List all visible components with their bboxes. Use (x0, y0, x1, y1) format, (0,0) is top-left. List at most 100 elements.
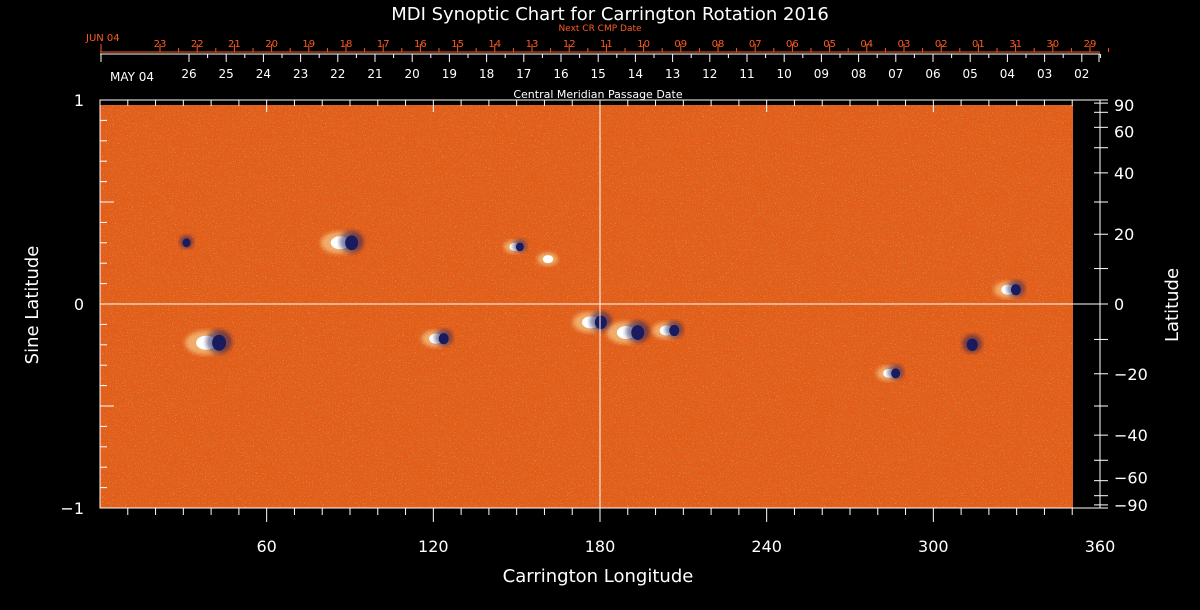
cmp-date-axis: 26 25 24 23 22 21 20 19 18 17 16 15 14 13 12 11 10 09 08 07… (100, 53, 1101, 81)
active-regions (179, 230, 1025, 381)
next-cr-date-label: 01 (972, 39, 985, 50)
y-axis-right-label: Latitude (1162, 268, 1183, 342)
next-cr-month-label: JUN 04 (85, 33, 120, 44)
cmp-date-label: 21 (367, 67, 382, 81)
cmp-date-label: 19 (442, 67, 457, 81)
next-cr-date-label: 10 (637, 39, 650, 50)
y-tick-left-label: −1 (60, 499, 84, 518)
chart-title: MDI Synoptic Chart for Carrington Rotati… (391, 4, 829, 25)
active-region (421, 329, 453, 348)
cmp-date-label: 09 (814, 67, 829, 81)
y-tick-right-label: 0 (1114, 295, 1124, 314)
y-tick-left-label: 0 (74, 295, 84, 314)
cmp-month-label: MAY 04 (110, 70, 154, 84)
next-cr-date-label: 17 (377, 39, 390, 50)
active-region (993, 280, 1025, 299)
active-region (962, 334, 983, 354)
cmp-date-label: 16 (553, 67, 568, 81)
x-tick-label: 120 (418, 537, 449, 556)
cmp-date-label: 18 (479, 67, 494, 81)
x-tick-label: 240 (751, 537, 782, 556)
y-axis-left-label: Sine Latitude (22, 246, 43, 365)
x-tick-label: 360 (1085, 537, 1116, 556)
map-texture-bright (100, 105, 1073, 508)
cmp-axis-label: Central Meridian Passage Date (513, 88, 682, 101)
next-cr-date-label: 03 (898, 39, 911, 50)
cmp-date-label: 04 (1000, 67, 1015, 81)
active-region (537, 252, 558, 266)
next-cr-axis-label: Next CR CMP Date (558, 24, 642, 34)
next-cr-axis: 23 22 21 20 19 18 17 16 15 14 13 12 11 10 09 08 07 06 05 04… (100, 39, 1110, 53)
y-tick-right-label: 20 (1114, 225, 1134, 244)
y-tick-left-label: 1 (74, 91, 84, 110)
y-tick-right-label: −20 (1114, 365, 1148, 384)
cmp-date-label: 08 (851, 67, 866, 81)
cmp-date-label: 25 (219, 67, 234, 81)
next-cr-date-label: 31 (1009, 39, 1022, 50)
cmp-date-label: 10 (777, 67, 792, 81)
cmp-date-label: 22 (330, 67, 345, 81)
cmp-date-label: 14 (628, 67, 643, 81)
cmp-date-label: 26 (181, 67, 196, 81)
next-cr-date-label: 06 (786, 39, 799, 50)
region-negative-core (345, 235, 359, 251)
region-negative-core (966, 338, 978, 351)
next-cr-date-label: 23 (154, 39, 167, 50)
next-cr-date-label: 15 (451, 39, 464, 50)
next-cr-date-label: 19 (302, 39, 315, 50)
y-tick-right-label: −60 (1114, 469, 1148, 488)
cmp-date-label: 07 (888, 67, 903, 81)
cmp-date-label: 12 (702, 67, 717, 81)
cmp-date-label: 05 (963, 67, 978, 81)
y-tick-right-label: 90 (1114, 96, 1134, 115)
next-cr-date-label: 09 (674, 39, 687, 50)
active-region (185, 329, 233, 355)
active-region (179, 235, 194, 249)
x-tick-label: 180 (585, 537, 616, 556)
active-region (503, 239, 527, 254)
next-cr-date-label: 21 (228, 39, 241, 50)
active-region (652, 321, 684, 339)
y-axis-left: 1 0 −1 (60, 91, 114, 518)
region-negative-core (182, 238, 191, 248)
y-tick-right-label: 40 (1114, 164, 1134, 183)
cmp-date-label: 06 (925, 67, 940, 81)
x-axis: 60 120 180 240 300 360 (127, 100, 1116, 556)
next-cr-date-label: 14 (488, 39, 501, 50)
next-cr-date-label: 18 (340, 39, 353, 50)
y-tick-right-label: 60 (1114, 122, 1134, 141)
region-negative-core (212, 334, 227, 351)
next-cr-date-label: 05 (823, 39, 836, 50)
cmp-date-label: 24 (256, 67, 271, 81)
cmp-date-label: 17 (516, 67, 531, 81)
next-cr-date-label: 29 (1084, 39, 1097, 50)
active-region (606, 320, 650, 344)
region-negative-core (1010, 284, 1021, 296)
cmp-date-label: 20 (405, 67, 420, 81)
cmp-date-label: 03 (1037, 67, 1052, 81)
x-axis-label: Carrington Longitude (503, 566, 694, 587)
next-cr-date-label: 07 (749, 39, 762, 50)
x-tick-label: 60 (256, 537, 276, 556)
cmp-date-label: 02 (1074, 67, 1089, 81)
next-cr-date-label: 08 (712, 39, 725, 50)
region-negative-core (515, 242, 524, 252)
magnetogram-map (100, 105, 1073, 508)
x-tick-label: 300 (918, 537, 949, 556)
region-negative-core (438, 333, 449, 345)
active-region (876, 364, 904, 381)
next-cr-date-label: 11 (600, 39, 613, 50)
y-axis-right: 90 60 40 20 0 −20 −40 −60 −90 (1094, 96, 1148, 515)
y-tick-right-label: −90 (1114, 496, 1148, 515)
region-negative-core (594, 315, 607, 330)
cmp-date-label: 11 (739, 67, 754, 81)
next-cr-date-label: 30 (1046, 39, 1059, 50)
active-region (572, 311, 612, 333)
active-region (320, 230, 364, 254)
cmp-date-label: 13 (665, 67, 680, 81)
region-negative-core (891, 368, 901, 379)
region-negative-core (631, 325, 645, 340)
next-cr-date-label: 04 (860, 39, 873, 50)
next-cr-date-label: 02 (935, 39, 948, 50)
